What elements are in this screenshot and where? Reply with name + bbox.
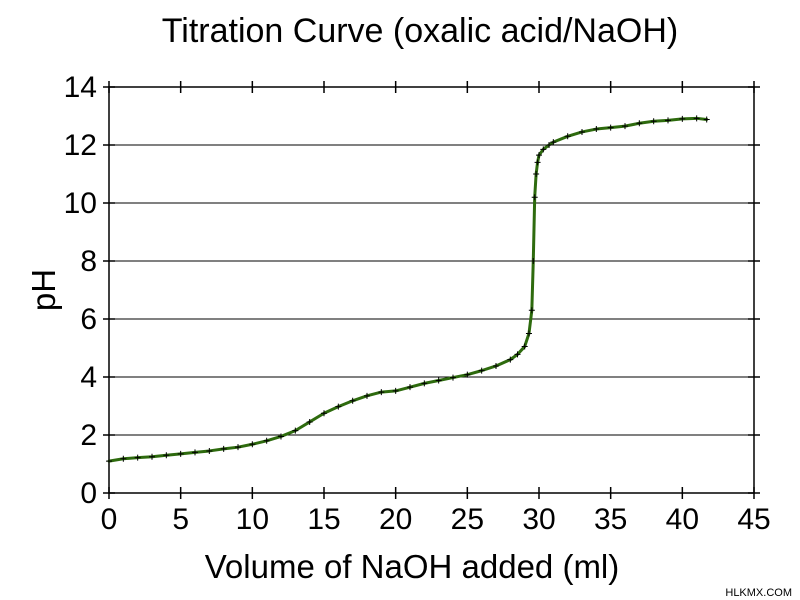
data-point <box>335 403 342 410</box>
data-point <box>278 433 284 440</box>
y-tick-label: 2 <box>80 419 97 452</box>
data-point <box>607 124 614 131</box>
data-point <box>450 374 456 381</box>
data-point <box>263 437 270 444</box>
data-point <box>650 118 657 125</box>
y-tick-label: 0 <box>80 477 97 510</box>
data-point <box>364 392 370 399</box>
data-point <box>235 444 241 451</box>
y-tick-label: 4 <box>80 361 97 394</box>
data-point <box>306 418 313 425</box>
x-tick-label: 40 <box>666 503 699 536</box>
x-axis-label: Volume of NaOH added (ml) <box>205 548 620 585</box>
data-point <box>665 117 671 124</box>
watermark-text: HLKMX.COM <box>725 587 792 599</box>
x-tick-labels: 0 5 10 15 20 25 30 35 40 45 <box>101 503 771 536</box>
x-tick-label: 25 <box>451 503 484 536</box>
x-tick-label: 10 <box>236 503 269 536</box>
data-series <box>106 115 710 465</box>
data-point <box>546 142 553 148</box>
y-tick-label: 12 <box>64 129 97 162</box>
data-point <box>464 371 471 378</box>
grid-lines <box>109 144 754 436</box>
data-point <box>514 351 521 358</box>
data-point <box>392 387 399 394</box>
data-point <box>636 120 643 127</box>
data-point <box>378 389 385 396</box>
chart-title: Titration Curve (oxalic acid/NaOH) <box>162 12 678 50</box>
y-tick-label: 14 <box>64 71 97 104</box>
y-tick-label: 6 <box>80 303 97 336</box>
x-tick-label: 15 <box>307 503 340 536</box>
data-point <box>478 367 485 374</box>
data-point <box>292 427 299 434</box>
data-point <box>579 128 585 135</box>
data-point <box>622 123 628 130</box>
axis-ticks <box>103 81 760 499</box>
y-tick-labels: 0 2 4 6 8 10 12 14 <box>64 71 97 510</box>
data-point <box>679 115 686 122</box>
data-point <box>593 126 600 133</box>
x-tick-label: 0 <box>101 503 118 536</box>
data-point <box>249 441 256 448</box>
data-point <box>528 307 535 314</box>
data-point <box>421 380 428 387</box>
data-point <box>163 452 170 459</box>
data-point <box>192 449 198 456</box>
data-point <box>106 458 112 465</box>
data-point <box>531 194 538 201</box>
data-point <box>540 146 547 153</box>
data-point <box>493 362 499 369</box>
x-tick-label: 20 <box>379 503 412 536</box>
data-point <box>564 133 571 140</box>
data-point <box>134 454 141 461</box>
data-point <box>149 453 155 460</box>
x-tick-label: 30 <box>522 503 555 536</box>
data-point <box>534 159 541 166</box>
data-point <box>521 343 528 350</box>
series-line <box>107 116 709 463</box>
y-axis-label: pH <box>25 269 62 311</box>
data-point <box>435 377 442 384</box>
data-point <box>220 445 227 452</box>
x-tick-label: 5 <box>172 503 189 536</box>
data-point <box>507 356 514 363</box>
data-point <box>206 447 213 454</box>
data-point <box>693 115 700 122</box>
x-tick-label: 35 <box>594 503 627 536</box>
data-point <box>120 455 127 462</box>
x-tick-label: 45 <box>737 503 770 536</box>
data-point <box>533 171 540 177</box>
data-point <box>177 450 184 457</box>
data-point <box>530 258 537 264</box>
y-tick-label: 10 <box>64 187 97 220</box>
y-tick-label: 8 <box>80 245 97 278</box>
data-point <box>349 397 356 404</box>
data-point <box>536 152 542 159</box>
data-point <box>407 384 413 391</box>
data-point <box>321 410 327 417</box>
plot-frame <box>108 86 755 494</box>
data-point <box>703 116 710 123</box>
data-point <box>525 330 532 337</box>
data-point <box>550 139 557 146</box>
